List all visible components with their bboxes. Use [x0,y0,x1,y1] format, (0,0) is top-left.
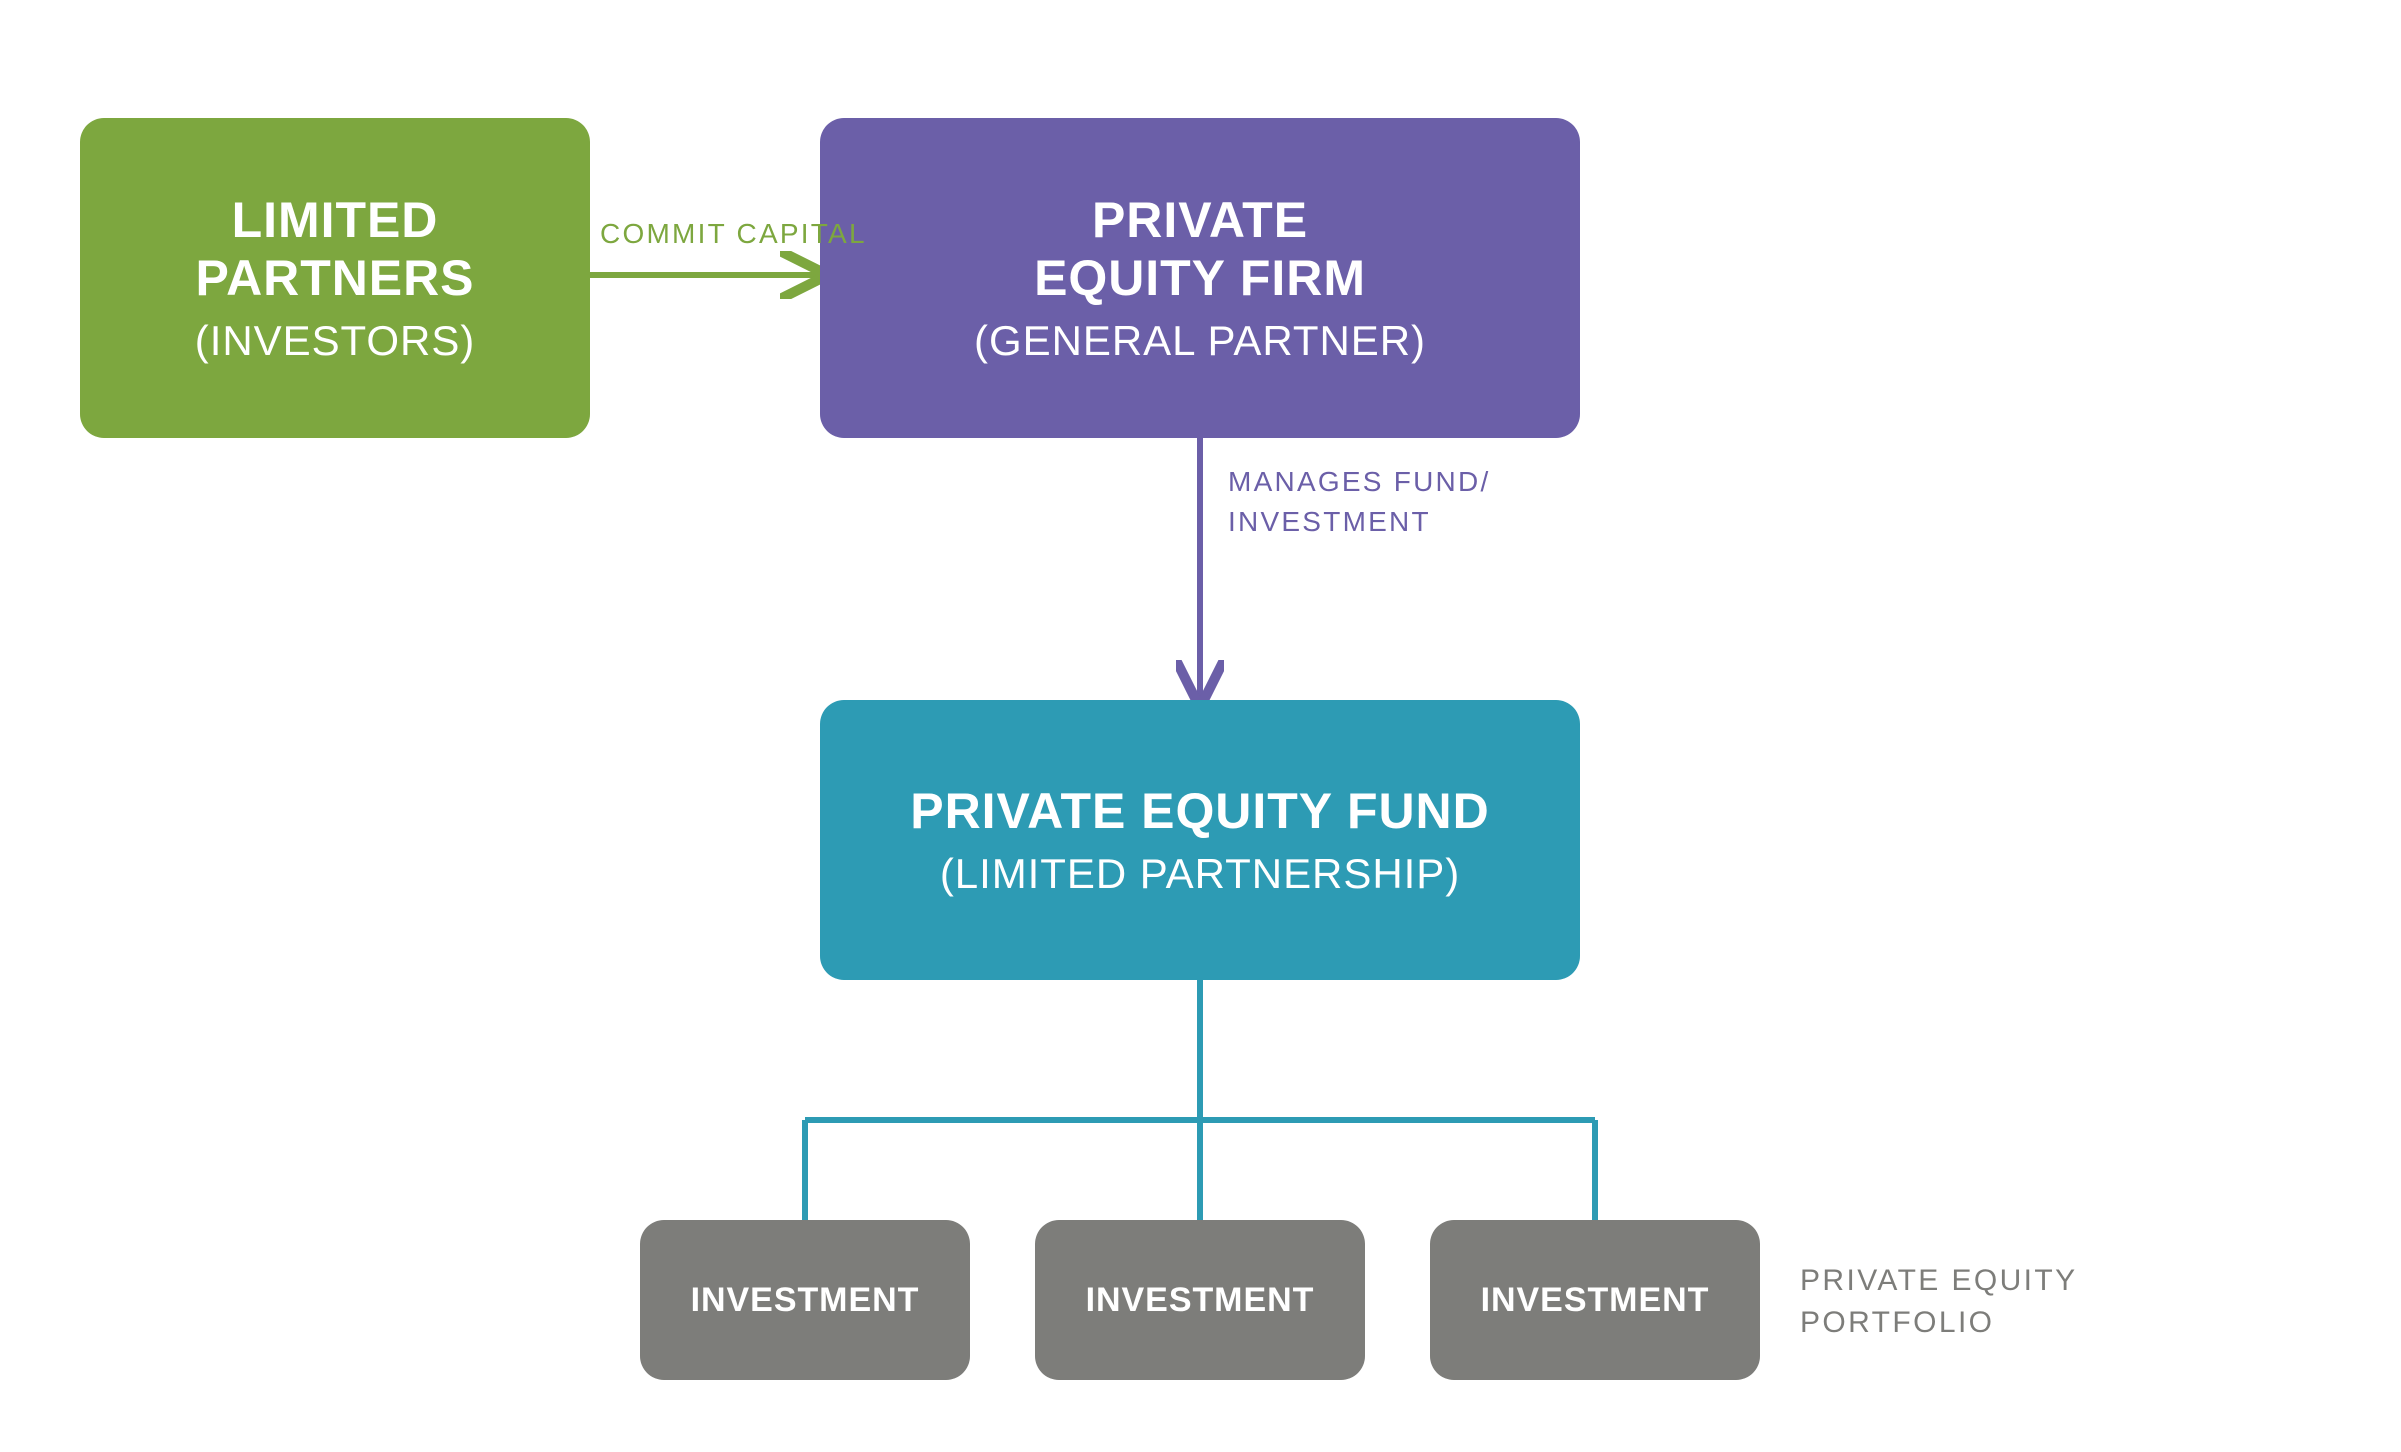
diagram-canvas: LIMITED PARTNERS (INVESTORS) PRIVATE EQU… [0,0,2401,1452]
node-gp-subtitle: (GENERAL PARTNER) [974,317,1426,365]
edge-label-manages-fund: MANAGES FUND/ INVESTMENT [1228,462,1490,542]
side-label-line2: PORTFOLIO [1800,1302,2078,1344]
node-investment-1: INVESTMENT [640,1220,970,1380]
node-private-equity-firm: PRIVATE EQUITY FIRM (GENERAL PARTNER) [820,118,1580,438]
node-inv3-title: INVESTMENT [1481,1281,1710,1320]
node-lp-title: LIMITED PARTNERS [196,191,475,307]
node-lp-subtitle: (INVESTORS) [195,317,475,365]
side-label-line1: PRIVATE EQUITY [1800,1260,2078,1302]
node-investment-3: INVESTMENT [1430,1220,1760,1380]
node-inv1-title: INVESTMENT [691,1281,920,1320]
node-investment-2: INVESTMENT [1035,1220,1365,1380]
edge-label-manages-line1: MANAGES FUND/ [1228,462,1490,502]
side-label-portfolio: PRIVATE EQUITY PORTFOLIO [1800,1260,2078,1344]
node-limited-partners: LIMITED PARTNERS (INVESTORS) [80,118,590,438]
node-inv2-title: INVESTMENT [1086,1281,1315,1320]
node-fund-subtitle: (LIMITED PARTNERSHIP) [940,850,1460,898]
edge-label-manages-line2: INVESTMENT [1228,502,1490,542]
node-fund-title: PRIVATE EQUITY FUND [910,782,1489,840]
edge-label-commit-capital: COMMIT CAPITAL [600,218,867,250]
node-private-equity-fund: PRIVATE EQUITY FUND (LIMITED PARTNERSHIP… [820,700,1580,980]
node-gp-title: PRIVATE EQUITY FIRM [1034,191,1366,307]
